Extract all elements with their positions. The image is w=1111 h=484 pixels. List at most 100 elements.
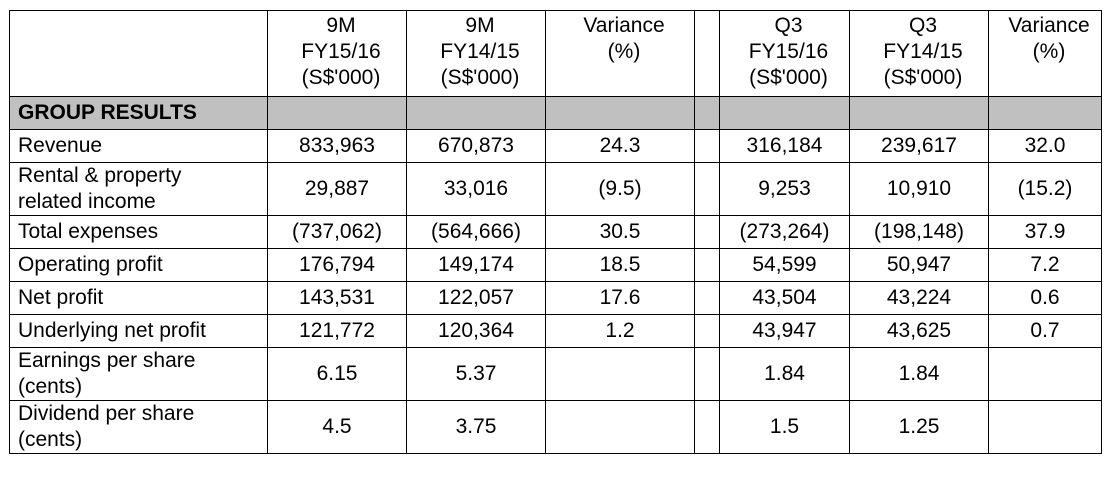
table-row-total-expenses: Total expenses (737,062) (564,666) 30.5 (273… bbox=[9, 215, 1102, 249]
row-label-line: Dividend per share bbox=[18, 402, 195, 425]
gap-cell bbox=[694, 162, 720, 216]
value-cell: 122,057 bbox=[406, 281, 546, 315]
gap-cell bbox=[694, 215, 720, 249]
header-line: Q3 bbox=[908, 14, 937, 37]
value-cell: (564,666) bbox=[406, 215, 546, 249]
row-label-line: related income bbox=[18, 190, 156, 213]
value-cell: 17.6 bbox=[545, 281, 695, 315]
header-row: 9M FY15/16 (S$'000) 9M FY14/15 (S$'000) Vari… bbox=[9, 10, 1102, 97]
header-line: FY15/16 bbox=[301, 40, 381, 63]
section-row: GROUP RESULTS bbox=[9, 96, 1102, 130]
header-label-cell bbox=[9, 10, 268, 97]
row-label: Net profit bbox=[9, 281, 268, 315]
gap-cell bbox=[694, 347, 720, 401]
table-row-underlying-net-profit: Underlying net profit 121,772 120,364 1.2 43… bbox=[9, 314, 1102, 348]
row-label-line: Operating profit bbox=[18, 253, 163, 276]
value-cell bbox=[988, 347, 1102, 401]
row-label: Operating profit bbox=[9, 248, 268, 282]
value-cell: 670,873 bbox=[406, 129, 546, 163]
value-cell: (15.2) bbox=[988, 162, 1102, 216]
value-cell: 43,625 bbox=[849, 314, 989, 348]
value-cell bbox=[988, 400, 1102, 454]
value-cell: 50,947 bbox=[849, 248, 989, 282]
value-cell: 239,617 bbox=[849, 129, 989, 163]
table-row-operating-profit: Operating profit 176,794 149,174 18.5 54,599… bbox=[9, 248, 1102, 282]
value-cell: 43,224 bbox=[849, 281, 989, 315]
header-line: (%) bbox=[1032, 40, 1066, 63]
value-cell: 120,364 bbox=[406, 314, 546, 348]
header-q3-fy1415: Q3 FY14/15 (S$'000) bbox=[849, 10, 989, 97]
value-cell: 5.37 bbox=[406, 347, 546, 401]
section-fill bbox=[406, 96, 546, 130]
value-cell: (273,264) bbox=[719, 215, 850, 249]
value-cell: 316,184 bbox=[719, 129, 850, 163]
value-cell: 9,253 bbox=[719, 162, 850, 216]
header-line: (S$'000) bbox=[883, 66, 963, 89]
gap-cell bbox=[694, 96, 720, 130]
row-label: Dividend per share (cents) bbox=[9, 400, 268, 454]
value-cell: 7.2 bbox=[988, 248, 1102, 282]
header-line: Variance bbox=[583, 14, 665, 37]
gap-cell bbox=[694, 400, 720, 454]
row-label-line: (cents) bbox=[18, 375, 83, 398]
value-cell: 833,963 bbox=[267, 129, 407, 163]
row-label-line: Earnings per share bbox=[18, 349, 196, 372]
header-line: FY15/16 bbox=[748, 40, 829, 63]
value-cell: 1.25 bbox=[849, 400, 989, 454]
header-line: 9M bbox=[326, 14, 356, 37]
value-cell: 32.0 bbox=[988, 129, 1102, 163]
header-variance-q3: Variance (%) bbox=[988, 10, 1102, 97]
header-line: Variance bbox=[1008, 14, 1090, 37]
value-cell: 18.5 bbox=[545, 248, 695, 282]
header-line: Q3 bbox=[774, 14, 803, 37]
section-title: GROUP RESULTS bbox=[9, 96, 268, 130]
value-cell: 149,174 bbox=[406, 248, 546, 282]
value-cell: 24.3 bbox=[545, 129, 695, 163]
value-cell: (9.5) bbox=[545, 162, 695, 216]
row-label-line: Underlying net profit bbox=[18, 319, 206, 342]
value-cell: 0.6 bbox=[988, 281, 1102, 315]
row-label: Earnings per share (cents) bbox=[9, 347, 268, 401]
value-cell: 1.5 bbox=[719, 400, 850, 454]
value-cell: 4.5 bbox=[267, 400, 407, 454]
table-row-net-profit: Net profit 143,531 122,057 17.6 43,504 43,224… bbox=[9, 281, 1102, 315]
header-line: FY14/15 bbox=[440, 40, 520, 63]
header-line: (S$'000) bbox=[440, 66, 520, 89]
table-row-eps: Earnings per share (cents) 6.15 5.37 1.84 1.8… bbox=[9, 347, 1102, 401]
value-cell: 6.15 bbox=[267, 347, 407, 401]
gap-cell bbox=[694, 281, 720, 315]
row-label: Total expenses bbox=[9, 215, 268, 249]
header-line: (S$'000) bbox=[749, 66, 828, 89]
value-cell: 0.7 bbox=[988, 314, 1102, 348]
header-variance-9m: Variance (%) bbox=[545, 10, 695, 97]
header-line: (S$'000) bbox=[301, 66, 381, 89]
value-cell: 30.5 bbox=[545, 215, 695, 249]
gap-cell bbox=[694, 129, 720, 163]
header-9m-fy1516: 9M FY15/16 (S$'000) bbox=[267, 10, 407, 97]
value-cell bbox=[545, 347, 695, 401]
value-cell: 1.84 bbox=[849, 347, 989, 401]
row-label: Underlying net profit bbox=[9, 314, 268, 348]
header-q3-fy1516: Q3 FY15/16 (S$'000) bbox=[719, 10, 850, 97]
value-cell: 10,910 bbox=[849, 162, 989, 216]
section-fill bbox=[267, 96, 407, 130]
group-results-table: 9M FY15/16 (S$'000) 9M FY14/15 (S$'000) Vari… bbox=[9, 10, 1102, 454]
row-label-line: Net profit bbox=[18, 286, 104, 309]
value-cell: 1.2 bbox=[545, 314, 695, 348]
section-fill bbox=[719, 96, 850, 130]
value-cell: 143,531 bbox=[267, 281, 407, 315]
gap-cell bbox=[694, 314, 720, 348]
table-row-revenue: Revenue 833,963 670,873 24.3 316,184 239,617 3… bbox=[9, 129, 1102, 163]
row-label-line: Total expenses bbox=[18, 220, 159, 243]
row-label: Rental & property related income bbox=[9, 162, 268, 216]
value-cell: 1.84 bbox=[719, 347, 850, 401]
row-label-line: Revenue bbox=[18, 134, 103, 157]
row-label: Revenue bbox=[9, 129, 268, 163]
value-cell: 3.75 bbox=[406, 400, 546, 454]
section-fill bbox=[988, 96, 1102, 130]
value-cell: (198,148) bbox=[849, 215, 989, 249]
row-label-line: Rental & property bbox=[18, 164, 182, 187]
value-cell: 176,794 bbox=[267, 248, 407, 282]
header-line: 9M bbox=[465, 14, 495, 37]
row-label-line: (cents) bbox=[18, 428, 83, 451]
